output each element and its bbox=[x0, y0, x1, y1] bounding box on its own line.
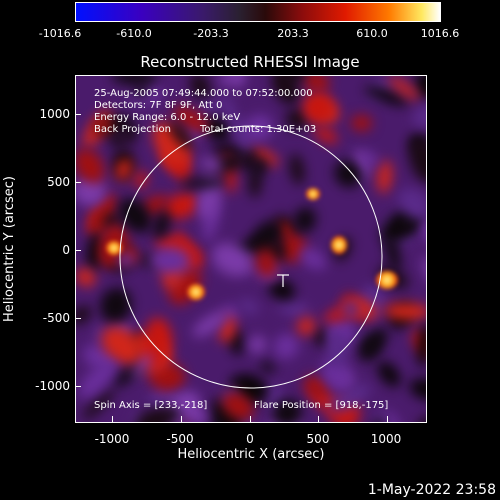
colorbar-tick-label: 1016.6 bbox=[420, 27, 460, 40]
y-tick-mark bbox=[75, 386, 81, 387]
y-tick-mark bbox=[75, 182, 81, 183]
texture-blob bbox=[350, 114, 373, 132]
x-tick-label: 0 bbox=[246, 432, 254, 446]
image-overlay bbox=[119, 125, 383, 389]
x-tick-mark bbox=[181, 416, 182, 422]
colorbar-tick-label: -610.0 bbox=[116, 27, 152, 40]
y-axis-label: Heliocentric Y (arcsec) bbox=[2, 176, 17, 322]
x-tick-mark bbox=[318, 416, 319, 422]
x-tick-mark bbox=[387, 416, 388, 422]
total-counts-text: Total counts: 1.30E+03 bbox=[200, 124, 317, 135]
y-tick-mark bbox=[75, 318, 81, 319]
colorbar-tick-label: 203.3 bbox=[277, 27, 309, 40]
solar-limb-circle bbox=[119, 125, 383, 389]
colorbar bbox=[75, 2, 441, 22]
hot-spot bbox=[106, 241, 122, 255]
spin-axis-text: Spin Axis = [233,-218] bbox=[94, 400, 208, 411]
timestamp: 1-May-2022 23:58 bbox=[367, 482, 496, 498]
y-tick-label: 1000 bbox=[39, 107, 70, 121]
colorbar-tick-label: -1016.6 bbox=[38, 27, 82, 40]
x-tick-label: -1000 bbox=[94, 432, 130, 446]
hot-spot bbox=[187, 284, 205, 300]
hot-spot bbox=[331, 236, 347, 254]
x-tick-label: 500 bbox=[306, 432, 330, 446]
y-tick-label: -1000 bbox=[35, 379, 70, 393]
hot-spot bbox=[376, 271, 398, 289]
y-tick-label: 0 bbox=[62, 243, 70, 257]
energy-range-text: Energy Range: 6.0 - 12.0 keV bbox=[94, 112, 241, 123]
x-tick-label: -500 bbox=[166, 432, 194, 446]
x-tick-mark bbox=[250, 416, 251, 422]
x-tick-label: 1000 bbox=[370, 432, 402, 446]
time-range-text: 25-Aug-2005 07:49:44.000 to 07:52:00.000 bbox=[94, 88, 313, 99]
x-axis-label: Heliocentric X (arcsec) bbox=[177, 447, 325, 462]
method-text: Back Projection bbox=[94, 124, 171, 135]
x-tick-mark bbox=[112, 416, 113, 422]
colorbar-tick-label: -203.3 bbox=[193, 27, 229, 40]
y-tick-label: 500 bbox=[47, 175, 70, 189]
rhessi-image: 25-Aug-2005 07:49:44.000 to 07:52:00.000… bbox=[75, 75, 427, 423]
plot-title: Reconstructed RHESSI Image bbox=[140, 53, 360, 71]
colorbar-gradient bbox=[76, 3, 440, 21]
detectors-text: Detectors: 7F 8F 9F, Att 0 bbox=[94, 100, 223, 111]
y-tick-mark bbox=[75, 250, 81, 251]
flare-position-text: Flare Position = [918,-175] bbox=[254, 400, 389, 411]
y-tick-mark bbox=[75, 114, 81, 115]
y-tick-label: -500 bbox=[42, 311, 70, 325]
colorbar-tick-label: 610.0 bbox=[356, 27, 388, 40]
hot-spot bbox=[306, 188, 320, 200]
